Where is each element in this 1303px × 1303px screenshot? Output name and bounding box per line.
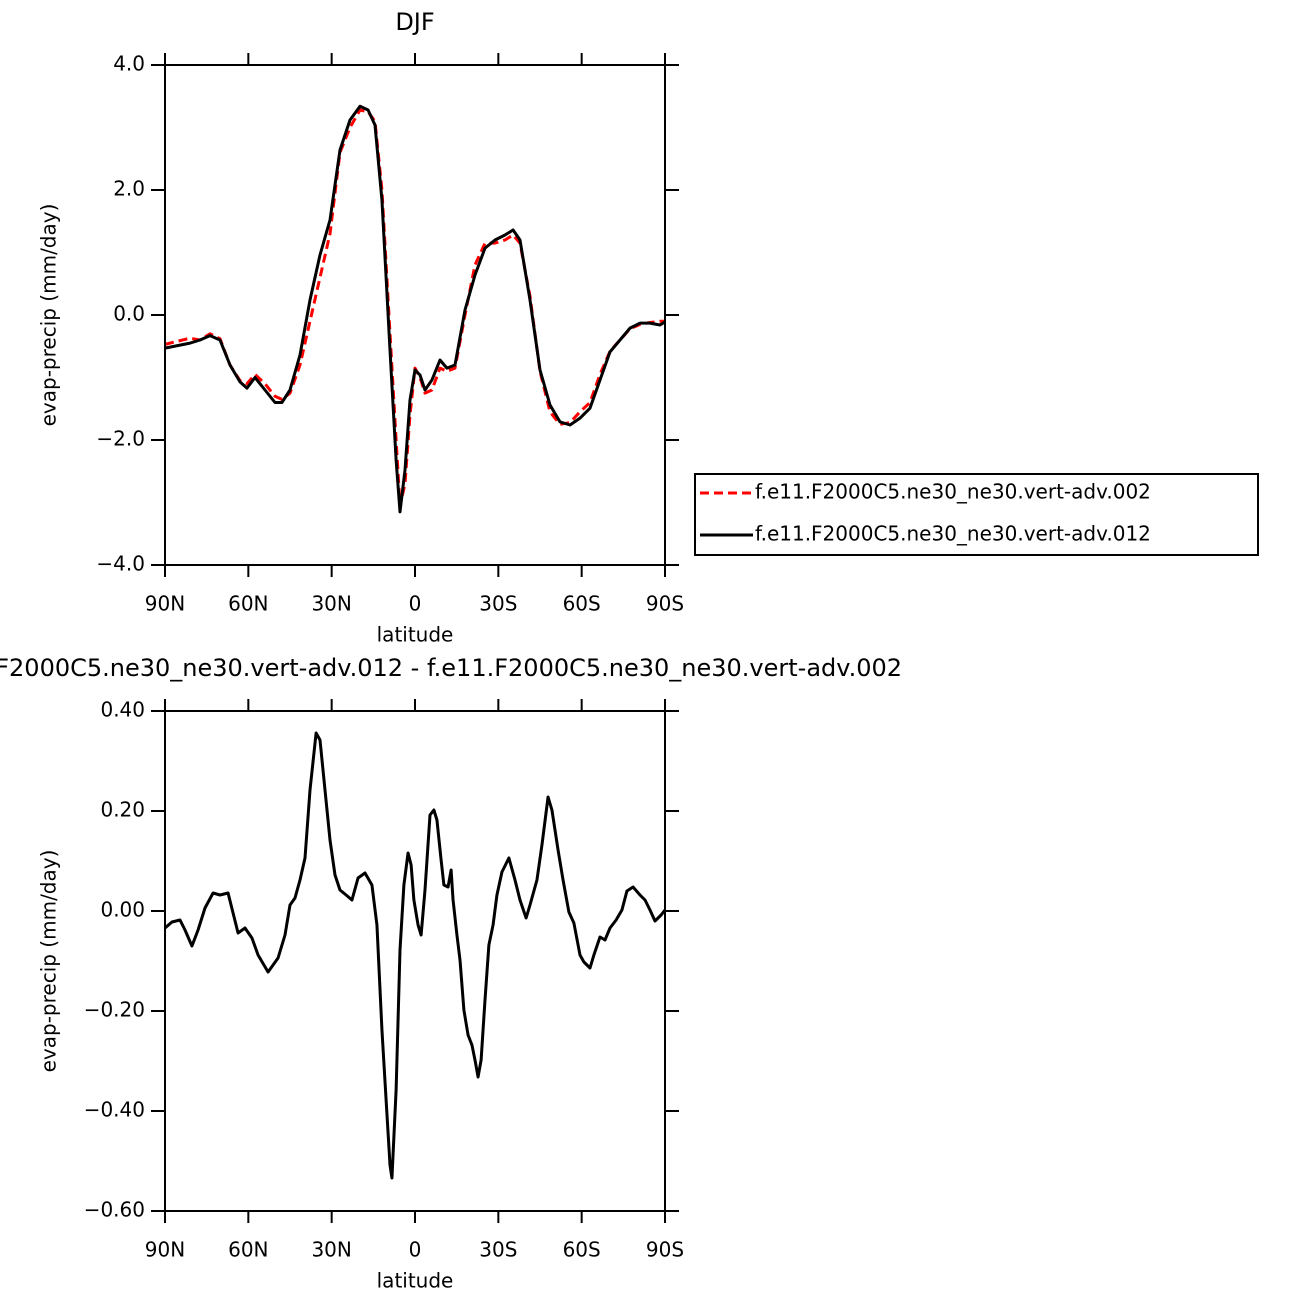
y-tick-label: 0.0 xyxy=(113,302,145,326)
y-tick-label: −0.20 xyxy=(84,998,145,1022)
x-tick-label: 90N xyxy=(145,1238,185,1262)
y-tick-label: 0.20 xyxy=(100,798,145,822)
x-tick-label: 0 xyxy=(409,592,422,616)
y-axis-label: evap-precip (mm/day) xyxy=(37,850,61,1073)
y-tick-label: 2.0 xyxy=(113,177,145,201)
x-axis-label: latitude xyxy=(377,1269,454,1293)
plot-frame xyxy=(164,64,666,566)
legend-label: f.e11.F2000C5.ne30_ne30.vert-adv.012 xyxy=(755,522,1151,546)
y-tick-label: 0.40 xyxy=(100,698,145,722)
x-tick-label: 30S xyxy=(479,592,517,616)
x-tick-label: 60S xyxy=(563,592,601,616)
plot-frame xyxy=(164,710,666,1212)
chart-title: DJF xyxy=(395,8,434,36)
y-tick-label: −4.0 xyxy=(96,552,145,576)
x-tick-label: 30N xyxy=(311,592,351,616)
legend: f.e11.F2000C5.ne30_ne30.vert-adv.002 f.e1… xyxy=(694,473,1259,556)
x-tick-label: 0 xyxy=(409,1238,422,1262)
x-tick-label: 90S xyxy=(646,592,684,616)
legend-box xyxy=(694,473,1259,556)
y-tick-label: 0.00 xyxy=(100,898,145,922)
y-tick-label: −2.0 xyxy=(96,427,145,451)
x-tick-label: 90N xyxy=(145,592,185,616)
x-tick-label: 60N xyxy=(228,1238,268,1262)
chart-title: f.e11.F2000C5.ne30_ne30.vert-adv.012 - f… xyxy=(0,654,902,682)
data-line xyxy=(164,731,667,1180)
data-line xyxy=(164,108,665,508)
x-tick-label: 90S xyxy=(646,1238,684,1262)
x-tick-label: 30S xyxy=(479,1238,517,1262)
x-tick-label: 30N xyxy=(311,1238,351,1262)
x-tick-label: 60S xyxy=(563,1238,601,1262)
x-tick-label: 60N xyxy=(228,592,268,616)
legend-label: f.e11.F2000C5.ne30_ne30.vert-adv.002 xyxy=(755,480,1151,504)
y-tick-label: −0.40 xyxy=(84,1098,145,1122)
y-tick-label: −0.60 xyxy=(84,1198,145,1222)
y-tick-label: 4.0 xyxy=(113,52,145,76)
x-axis-label: latitude xyxy=(377,623,454,647)
y-axis-label: evap-precip (mm/day) xyxy=(37,204,61,427)
data-line xyxy=(164,104,666,514)
